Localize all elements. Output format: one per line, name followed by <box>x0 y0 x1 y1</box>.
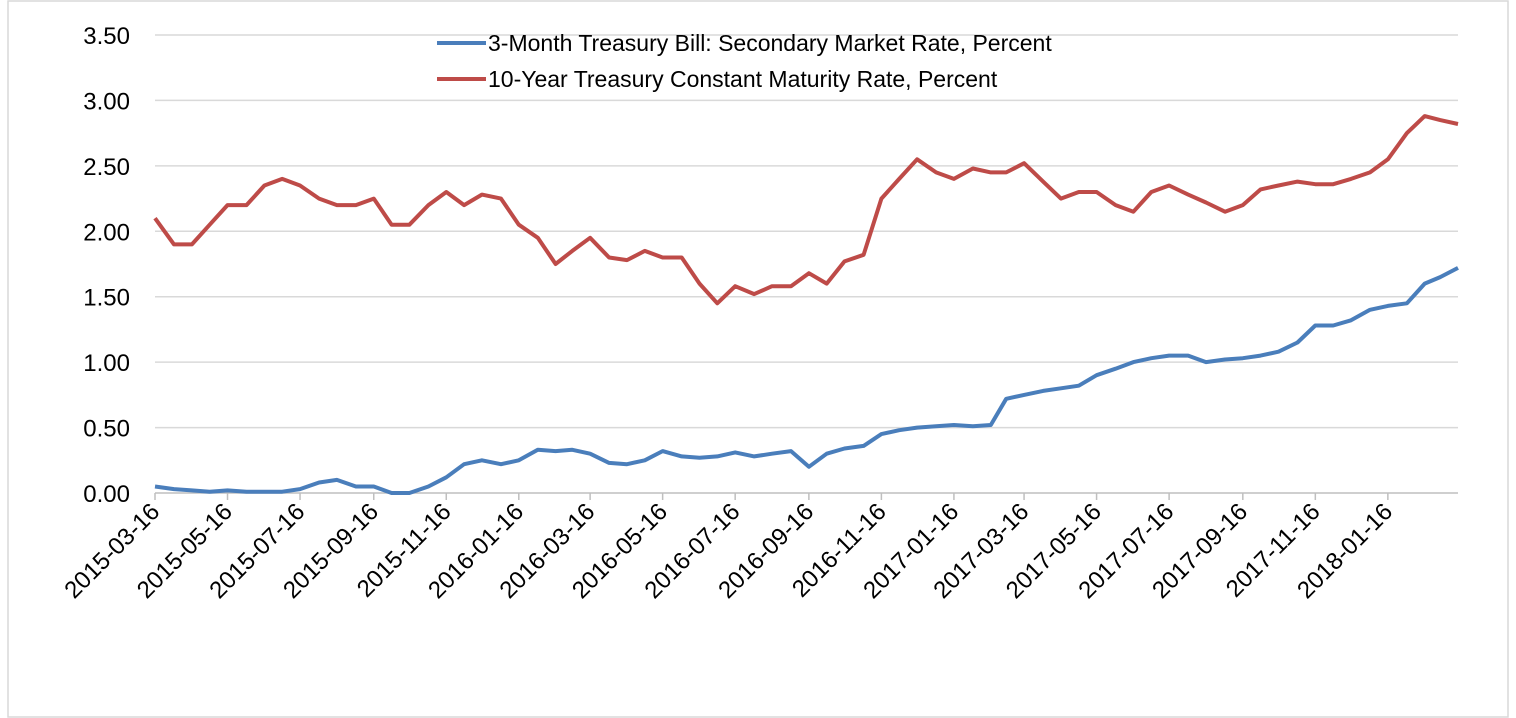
y-tick-label: 3.00 <box>83 88 130 115</box>
y-tick-label: 2.50 <box>83 154 130 181</box>
legend-label: 3-Month Treasury Bill: Secondary Market … <box>488 30 1052 56</box>
legend-label: 10-Year Treasury Constant Maturity Rate,… <box>488 66 998 92</box>
y-tick-label: 1.00 <box>83 350 130 377</box>
series-line <box>154 266 1459 495</box>
chart-frame <box>7 0 1509 718</box>
y-tick-label: 3.50 <box>83 23 130 50</box>
y-tick-label: 0.50 <box>83 416 130 443</box>
y-tick-label: 1.50 <box>83 285 130 312</box>
y-tick-label: 2.00 <box>83 219 130 246</box>
y-tick-label: 0.00 <box>83 481 130 508</box>
series-line <box>153 114 1459 306</box>
